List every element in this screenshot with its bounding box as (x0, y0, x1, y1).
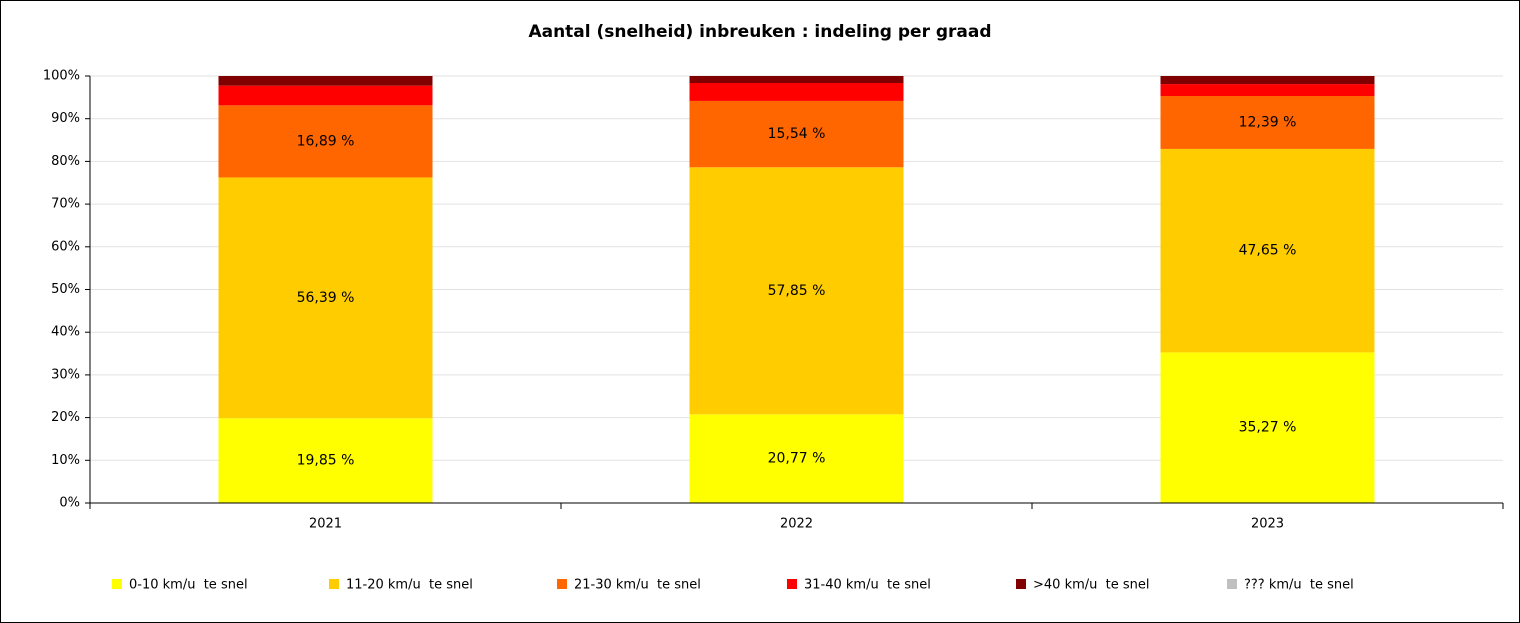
data-label: 12,39 % (1239, 114, 1297, 130)
bar-segment (1160, 148, 1375, 353)
data-label: 47,65 % (1239, 243, 1297, 259)
bar-segment (218, 177, 433, 419)
legend-swatch (329, 579, 339, 589)
y-tick-label: 40% (51, 325, 80, 340)
data-label: 20,77 % (768, 451, 826, 467)
x-tick-label: 2023 (1251, 517, 1284, 532)
y-tick-label: 70% (51, 197, 80, 212)
legend-label: 21-30 km/u te snel (574, 578, 701, 593)
legend-swatch (112, 579, 122, 589)
y-tick-label: 30% (51, 367, 80, 382)
bar-segment (689, 167, 904, 415)
y-tick-label: 0% (59, 496, 80, 511)
y-tick-label: 60% (51, 239, 80, 254)
bar-segment (218, 85, 433, 106)
bar-segment (218, 418, 433, 503)
legend-label: >40 km/u te snel (1033, 578, 1150, 593)
legend-label: 11-20 km/u te snel (346, 578, 473, 593)
data-label: 19,85 % (297, 453, 355, 469)
legend-swatch (787, 579, 797, 589)
bar-segment (689, 83, 904, 101)
bar-segment (218, 76, 433, 86)
y-tick-label: 90% (51, 111, 80, 126)
data-label: 35,27 % (1239, 420, 1297, 436)
y-tick-label: 10% (51, 453, 80, 468)
bar-segment (1160, 352, 1375, 503)
y-tick-label: 50% (51, 282, 80, 297)
bar-segment (218, 105, 433, 178)
bar-segment (1160, 96, 1375, 149)
bar-segment (689, 414, 904, 503)
x-tick-label: 2021 (309, 517, 342, 532)
bar-segment (689, 100, 904, 168)
y-tick-label: 20% (51, 410, 80, 425)
bar-segment (689, 76, 904, 84)
legend-swatch (1227, 579, 1237, 589)
bar-segment (1160, 84, 1375, 97)
data-label: 15,54 % (768, 126, 826, 142)
legend-label: ??? km/u te snel (1244, 578, 1354, 593)
data-label: 57,85 % (768, 283, 826, 299)
legend-swatch (1016, 579, 1026, 589)
data-label: 56,39 % (297, 290, 355, 306)
legend-swatch (557, 579, 567, 589)
x-tick-label: 2022 (780, 517, 813, 532)
y-tick-label: 100% (43, 69, 80, 84)
chart-title: Aantal (snelheid) inbreuken : indeling p… (528, 22, 991, 42)
legend-label: 0-10 km/u te snel (129, 578, 248, 593)
y-tick-label: 80% (51, 154, 80, 169)
data-label: 16,89 % (297, 133, 355, 149)
bar-segment (1160, 76, 1375, 85)
legend-label: 31-40 km/u te snel (804, 578, 931, 593)
